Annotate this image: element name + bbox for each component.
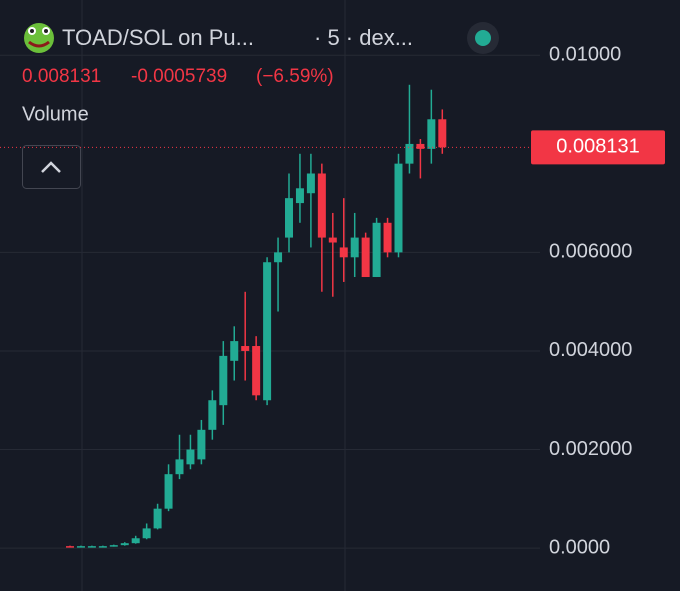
candle-body [295, 188, 304, 204]
y-tick-label: 0.002000 [549, 438, 632, 460]
candle-body [76, 546, 85, 548]
candle-body [131, 538, 140, 544]
y-tick-label: 0.0000 [549, 536, 610, 558]
change-pct: (−6.59%) [256, 66, 334, 87]
change: -0.0005739 [131, 66, 227, 87]
candle-body [142, 528, 151, 539]
candle-body [98, 546, 107, 548]
candle-body [427, 119, 436, 149]
y-tick-label: 0.004000 [549, 339, 632, 361]
candle-body [241, 346, 250, 351]
candle-body [153, 508, 162, 529]
candle-body [164, 474, 173, 509]
candle-body [175, 459, 184, 475]
candle-body [66, 546, 74, 548]
candle-body [339, 247, 348, 258]
status-dot [475, 30, 491, 46]
candle-body [383, 222, 392, 253]
candle-body [252, 346, 261, 396]
candle-body [317, 173, 326, 238]
y-tick-label: 0.006000 [549, 241, 632, 263]
candle-body [350, 237, 359, 258]
candle-body [120, 543, 129, 546]
collapse-button[interactable] [22, 145, 81, 189]
y-tick-label: 0.01000 [549, 43, 621, 65]
candle-body [186, 449, 195, 465]
candle-body [394, 163, 403, 253]
candle-body [361, 237, 370, 278]
frog-icon [24, 23, 54, 53]
candle-body [263, 262, 272, 401]
candle-body [109, 545, 118, 547]
candle-body [197, 429, 206, 460]
candle-body [306, 173, 315, 194]
indicator: Volume [22, 103, 89, 125]
candle-body [285, 198, 293, 238]
candle-body [405, 143, 414, 164]
candle-body [230, 341, 239, 361]
candle-body [274, 252, 283, 263]
candle-body [208, 400, 217, 430]
symbol: TOAD/SOL on Pu... [62, 25, 254, 50]
last-price: 0.008131 [22, 66, 101, 87]
candle-body [416, 143, 425, 149]
candle-body [328, 237, 337, 243]
candle-body [87, 546, 96, 548]
candle-body [372, 222, 381, 278]
price-tag [531, 130, 665, 165]
interval: · 5 · dex... [314, 25, 413, 50]
candle-body [219, 355, 228, 406]
candle-body [438, 119, 447, 148]
price-tag-label: 0.008131 [556, 136, 639, 158]
